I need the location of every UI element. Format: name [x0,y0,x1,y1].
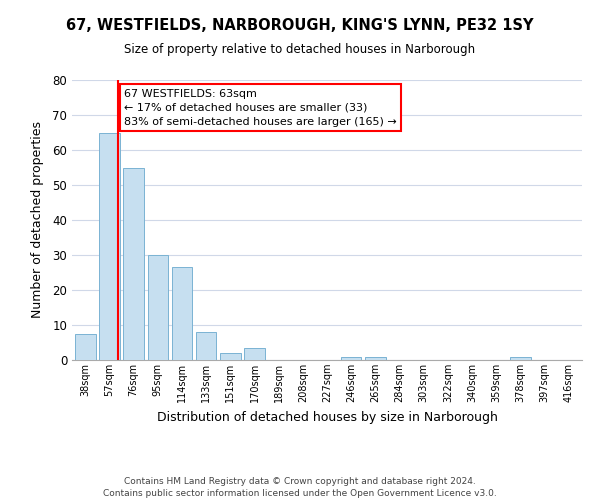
Bar [365,356,386,360]
Bar [99,132,120,360]
Bar [196,332,217,360]
Bar [124,168,144,360]
Text: Size of property relative to detached houses in Narborough: Size of property relative to detached ho… [124,42,476,56]
Text: 67, WESTFIELDS, NARBOROUGH, KING'S LYNN, PE32 1SY: 67, WESTFIELDS, NARBOROUGH, KING'S LYNN,… [66,18,534,32]
Bar [220,353,241,360]
Bar [510,356,530,360]
Text: Contains HM Land Registry data © Crown copyright and database right 2024.: Contains HM Land Registry data © Crown c… [124,478,476,486]
Bar [75,334,95,360]
Text: Contains public sector information licensed under the Open Government Licence v3: Contains public sector information licen… [103,489,497,498]
Y-axis label: Number of detached properties: Number of detached properties [31,122,44,318]
Bar [244,348,265,360]
Bar [148,255,168,360]
Text: 67 WESTFIELDS: 63sqm
← 17% of detached houses are smaller (33)
83% of semi-detac: 67 WESTFIELDS: 63sqm ← 17% of detached h… [124,89,397,126]
Bar [172,267,192,360]
X-axis label: Distribution of detached houses by size in Narborough: Distribution of detached houses by size … [157,410,497,424]
Bar [341,356,361,360]
